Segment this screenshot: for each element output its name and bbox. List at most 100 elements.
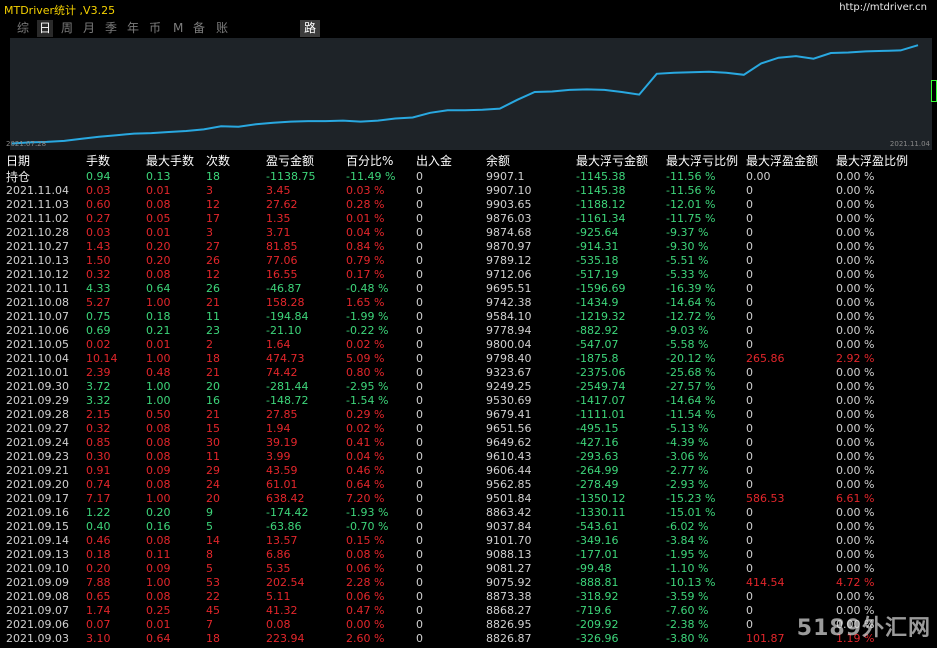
cell-balance: 8873.38 (486, 590, 532, 603)
cell-count: 53 (206, 576, 220, 589)
table-row[interactable]: 2021.10.13 1.50 0.20 26 77.06 0.79 % 0 9789.12 -… (0, 254, 930, 268)
cell-max-float-profit-pct: 0.00 % (836, 548, 875, 561)
cell-max-float-loss-pct: -12.01 % (666, 198, 716, 211)
tab-year[interactable]: 年 (127, 21, 140, 35)
table-row[interactable]: 2021.09.07 1.74 0.25 45 41.32 0.47 % 0 8868.27 -… (0, 604, 930, 618)
cell-date: 2021.10.08 (6, 296, 69, 309)
table-row[interactable]: 2021.10.27 1.43 0.20 27 81.85 0.84 % 0 9870.97 -… (0, 240, 930, 254)
table-row[interactable]: 2021.09.15 0.40 0.16 5 -63.86 -0.70 % 0 9037.84… (0, 520, 930, 534)
cell-pnl: 39.19 (266, 436, 298, 449)
table-row[interactable]: 2021.10.01 2.39 0.48 21 74.42 0.80 % 0 9323.67 -… (0, 366, 930, 380)
website-url[interactable]: http://mtdriver.cn (839, 2, 927, 13)
cell-count: 26 (206, 282, 220, 295)
cell-max-lots: 0.08 (146, 268, 171, 281)
table-row[interactable]: 2021.09.20 0.74 0.08 24 61.01 0.64 % 0 9562.85 -… (0, 478, 930, 492)
cell-max-float-profit: 0 (746, 590, 753, 603)
table-row[interactable]: 2021.09.10 0.20 0.09 5 5.35 0.06 % 0 9081.27 -99… (0, 562, 930, 576)
cell-balance: 9679.41 (486, 408, 532, 421)
table-row[interactable]: 2021.09.03 3.10 0.64 18 223.94 2.60 % 0 8826.87… (0, 632, 930, 646)
cell-max-float-loss: -543.61 (576, 520, 619, 533)
table-row[interactable]: 2021.10.07 0.75 0.18 11 -194.84 -1.99 % 0 9584.… (0, 310, 930, 324)
cell-date: 2021.10.05 (6, 338, 69, 351)
cell-max-float-loss-pct: -15.01 % (666, 506, 716, 519)
cell-max-float-loss-pct: -7.60 % (666, 604, 709, 617)
table-row[interactable]: 2021.09.13 0.18 0.11 8 6.86 0.08 % 0 9088.13 -17… (0, 548, 930, 562)
scroll-indicator[interactable] (931, 80, 937, 102)
header-max-float-loss[interactable]: 最大浮亏金额 (576, 154, 649, 168)
table-row[interactable]: 2021.10.04 10.14 1.00 18 474.73 5.09 % 0 9798.4… (0, 352, 930, 366)
cell-count: 17 (206, 212, 220, 225)
header-max-float-profit[interactable]: 最大浮盈金额 (746, 154, 819, 168)
cell-balance: 9651.56 (486, 422, 532, 435)
header-max-float-loss-pct[interactable]: 最大浮亏比例 (666, 154, 739, 168)
cell-balance: 9088.13 (486, 548, 532, 561)
cell-percent: 0.80 % (346, 366, 385, 379)
table-row[interactable]: 2021.11.04 0.03 0.01 3 3.45 0.03 % 0 9907.10 -11… (0, 184, 930, 198)
header-deposit[interactable]: 出入金 (416, 154, 453, 168)
table-row[interactable]: 2021.09.09 7.88 1.00 53 202.54 2.28 % 0 9075.92… (0, 576, 930, 590)
tab-month[interactable]: 月 (83, 21, 96, 35)
cell-balance: 9649.62 (486, 436, 532, 449)
tab-m[interactable]: M (173, 21, 184, 35)
header-percent[interactable]: 百分比% (346, 154, 394, 168)
cell-count: 27 (206, 240, 220, 253)
table-row[interactable]: 2021.10.08 5.27 1.00 21 158.28 1.65 % 0 9742.38… (0, 296, 930, 310)
cell-max-float-profit: 0 (746, 534, 753, 547)
holding-max-float-profit: 0.00 (746, 170, 771, 183)
table-row[interactable]: 2021.09.27 0.32 0.08 15 1.94 0.02 % 0 9651.56 -4… (0, 422, 930, 436)
cell-max-float-profit: 0 (746, 226, 753, 239)
header-pnl[interactable]: 盈亏金额 (266, 154, 315, 168)
table-row[interactable]: 2021.09.24 0.85 0.08 30 39.19 0.41 % 0 9649.62 -… (0, 436, 930, 450)
cell-lots: 0.02 (86, 338, 111, 351)
table-row[interactable]: 2021.09.16 1.22 0.20 9 -174.42 -1.93 % 0 8863.4… (0, 506, 930, 520)
table-row[interactable]: 2021.09.28 2.15 0.50 21 27.85 0.29 % 0 9679.41 -… (0, 408, 930, 422)
cell-max-lots: 0.20 (146, 254, 171, 267)
table-row[interactable]: 2021.10.11 4.33 0.64 26 -46.87 -0.48 % 0 9695.5… (0, 282, 930, 296)
tab-quarter[interactable]: 季 (105, 21, 118, 35)
header-balance[interactable]: 余额 (486, 154, 511, 168)
cell-pnl: 16.55 (266, 268, 298, 281)
table-row[interactable]: 2021.09.08 0.65 0.08 22 5.11 0.06 % 0 8873.38 -3… (0, 590, 930, 604)
cell-balance: 9101.70 (486, 534, 532, 547)
cell-deposit: 0 (416, 184, 423, 197)
table-row[interactable]: 2021.09.30 3.72 1.00 20 -281.44 -2.95 % 0 9249.… (0, 380, 930, 394)
tab-path[interactable]: 路径 (300, 20, 321, 52)
cell-deposit: 0 (416, 520, 423, 533)
table-row[interactable]: 2021.11.03 0.60 0.08 12 27.62 0.28 % 0 9903.65 -… (0, 198, 930, 212)
table-row[interactable]: 2021.09.21 0.91 0.09 29 43.59 0.46 % 0 9606.44 -… (0, 464, 930, 478)
table-row[interactable]: 2021.10.05 0.02 0.01 2 1.64 0.02 % 0 9800.04 -54… (0, 338, 930, 352)
table-row[interactable]: 2021.10.12 0.32 0.08 12 16.55 0.17 % 0 9712.06 -… (0, 268, 930, 282)
cell-max-float-loss: -1330.11 (576, 506, 626, 519)
table-row[interactable]: 2021.09.17 7.17 1.00 20 638.42 7.20 % 0 9501.84… (0, 492, 930, 506)
header-count[interactable]: 次数 (206, 154, 231, 168)
table-row[interactable]: 2021.09.06 0.07 0.01 7 0.08 0.00 % 0 8826.95 -20… (0, 618, 930, 632)
tab-account[interactable]: 账户 (216, 21, 229, 52)
cell-count: 24 (206, 478, 220, 491)
cell-deposit: 0 (416, 296, 423, 309)
table-row[interactable]: 2021.09.23 0.30 0.08 11 3.99 0.04 % 0 9610.43 -2… (0, 450, 930, 464)
cell-max-float-profit: 0 (746, 478, 753, 491)
table-row[interactable]: 2021.10.06 0.69 0.21 23 -21.10 -0.22 % 0 9778.9… (0, 324, 930, 338)
cell-max-float-profit: 0 (746, 366, 753, 379)
cell-count: 29 (206, 464, 220, 477)
cell-lots: 5.27 (86, 296, 111, 309)
cell-balance: 9712.06 (486, 268, 532, 281)
header-max-lots[interactable]: 最大手数 (146, 154, 195, 168)
holding-row[interactable]: 持仓 0.94 0.13 18 -1138.75 -11.49 % 0 9907.1 -1145… (0, 170, 930, 184)
tab-notes[interactable]: 备 (193, 21, 206, 35)
header-lots[interactable]: 手数 (86, 154, 111, 168)
table-row[interactable]: 2021.09.29 3.32 1.00 16 -148.72 -1.54 % 0 9530.… (0, 394, 930, 408)
tab-summary[interactable]: 综 (17, 21, 30, 35)
table-row[interactable]: 2021.09.14 0.46 0.08 14 13.57 0.15 % 0 9101.70 -… (0, 534, 930, 548)
header-date[interactable]: 日期 (6, 154, 31, 168)
table-row[interactable]: 2021.11.02 0.27 0.05 17 1.35 0.01 % 0 9876.03 -1… (0, 212, 930, 226)
table-row[interactable]: 2021.10.28 0.03 0.01 3 3.71 0.04 % 0 9874.68 -92… (0, 226, 930, 240)
header-max-float-profit-pct[interactable]: 最大浮盈比例 (836, 154, 909, 168)
tab-currency[interactable]: 币 (149, 21, 162, 35)
cell-percent: 0.04 % (346, 450, 385, 463)
tab-week[interactable]: 周 (61, 21, 74, 35)
tab-day[interactable]: 日 (37, 20, 54, 37)
cell-deposit: 0 (416, 618, 423, 631)
cell-deposit: 0 (416, 198, 423, 211)
cell-date: 2021.09.03 (6, 632, 69, 645)
